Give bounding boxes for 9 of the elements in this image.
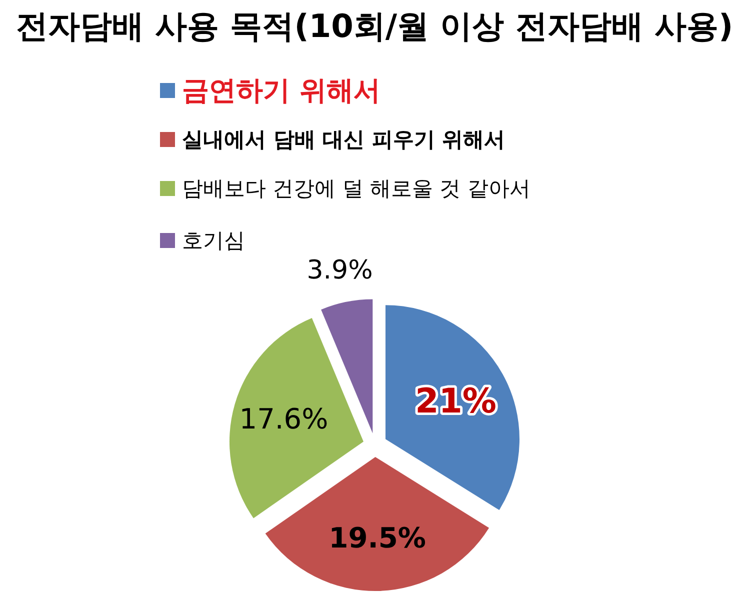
data-label: 19.5% — [328, 521, 426, 554]
legend-label: 담배보다 건강에 덜 해로울 것 같아서 — [182, 176, 530, 201]
data-label: 21% — [415, 381, 496, 422]
data-label: 17.6% — [239, 402, 328, 436]
legend-label: 금연하기 위해서 — [182, 76, 380, 107]
chart-title: 전자담배 사용 목적(10회/월 이상 전자담배 사용) — [16, 7, 734, 45]
legend-label: 호기심 — [182, 228, 245, 253]
data-label: 3.9% — [306, 255, 373, 286]
legend-label: 실내에서 담배 대신 피우기 위해서 — [182, 128, 506, 152]
